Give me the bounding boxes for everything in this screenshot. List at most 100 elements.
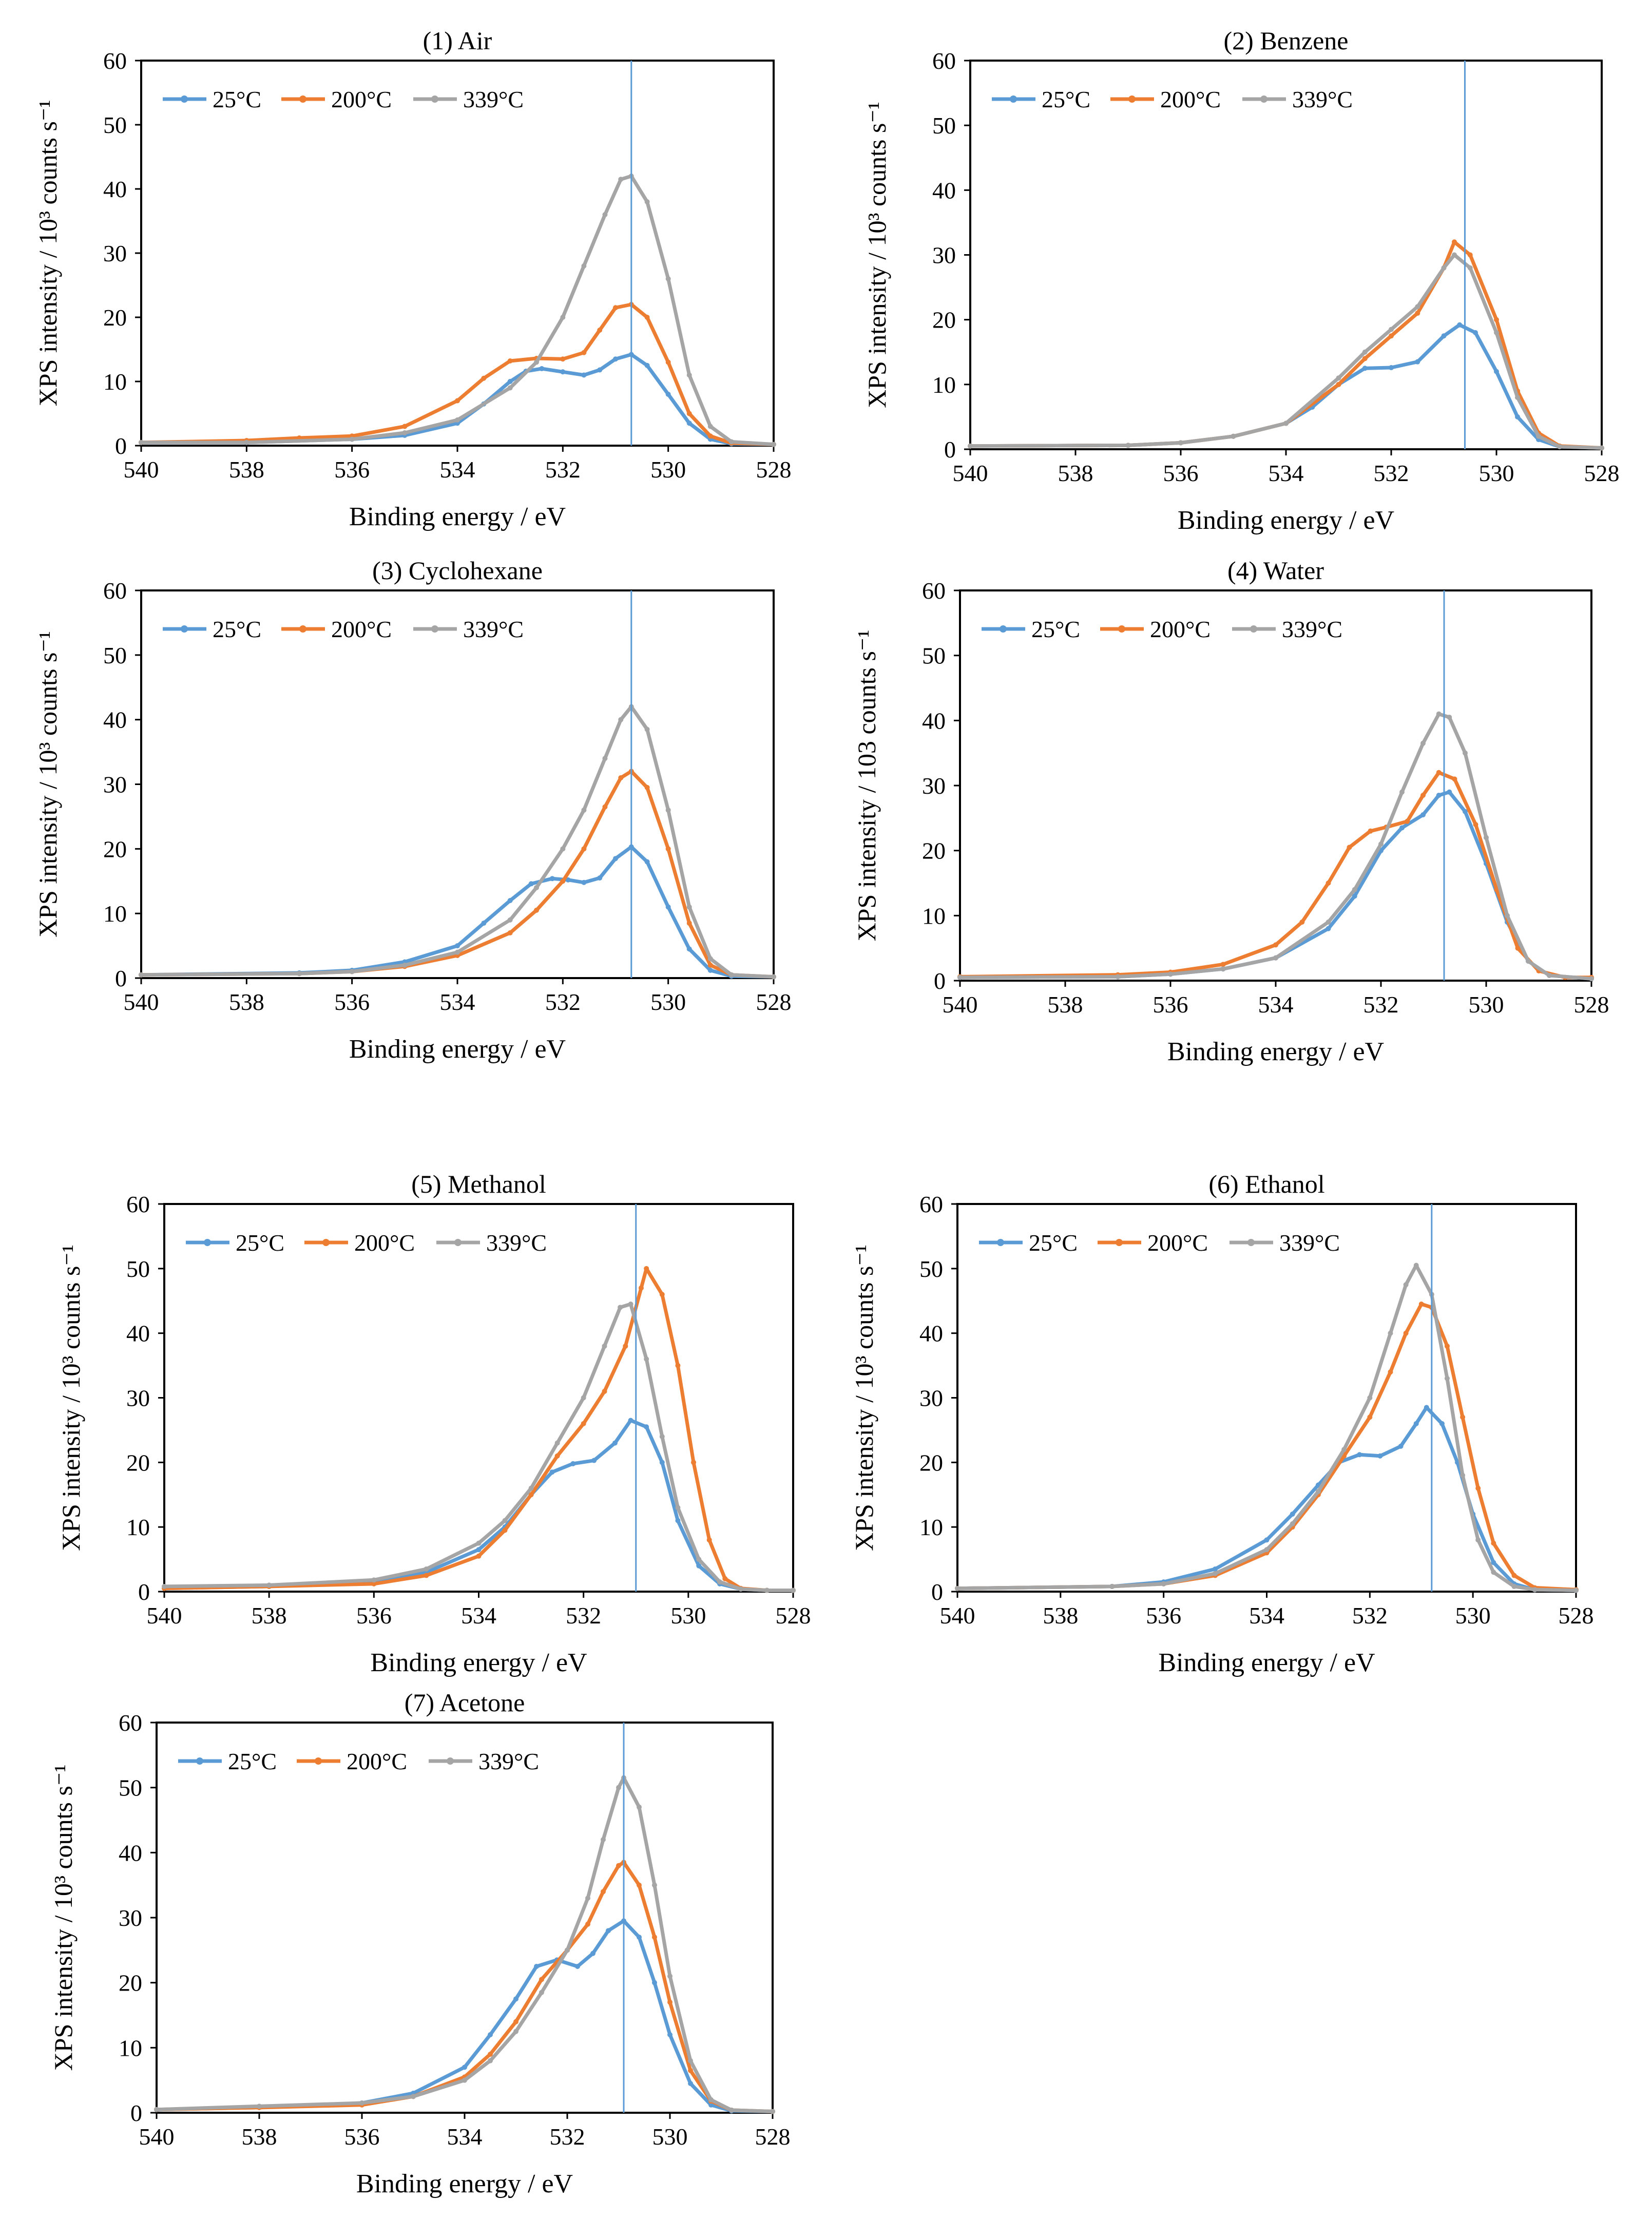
x-tick-label: 540 <box>124 456 159 483</box>
data-point <box>402 430 408 435</box>
data-point <box>1403 1330 1409 1336</box>
y-tick-label: 30 <box>919 1385 943 1411</box>
data-point <box>1491 1570 1496 1575</box>
data-point <box>597 328 603 333</box>
data-point <box>481 375 487 381</box>
x-tick-label: 534 <box>440 456 475 483</box>
data-point <box>717 1579 723 1585</box>
y-tick-label: 50 <box>919 1256 943 1282</box>
data-point <box>371 1577 377 1583</box>
legend-marker <box>181 95 188 103</box>
y-tick-label: 10 <box>932 372 956 398</box>
data-point <box>708 2097 714 2102</box>
data-point <box>1368 828 1373 834</box>
data-point <box>618 775 624 780</box>
x-tick-label: 530 <box>1455 1602 1491 1629</box>
data-point <box>652 1935 657 1940</box>
y-tick-label: 20 <box>126 1449 150 1476</box>
x-tick-label: 536 <box>1153 991 1188 1018</box>
x-tick-label: 536 <box>334 456 370 483</box>
legend-marker <box>299 95 306 103</box>
data-point <box>1220 962 1226 967</box>
data-point <box>770 2109 775 2114</box>
data-point <box>1463 750 1468 756</box>
y-tick-label: 10 <box>119 2035 142 2061</box>
x-tick-label: 530 <box>670 1602 706 1629</box>
y-axis-label: XPS intensity / 103 counts s⁻¹ <box>852 630 881 942</box>
data-point <box>581 350 587 355</box>
data-point <box>628 1302 633 1307</box>
data-point <box>585 1921 590 1927</box>
chart-panel-6: (6) Ethanol 0 10 20 30 40 50 60 540 538 536 534 532 5… <box>850 1170 1594 1677</box>
x-tick-label: 536 <box>1163 460 1199 486</box>
x-tick-label: 538 <box>1058 460 1093 486</box>
x-tick-label: 532 <box>545 989 581 1015</box>
x-tick-label: 530 <box>1469 991 1504 1018</box>
data-point <box>560 878 566 884</box>
x-tick-label: 528 <box>756 456 792 483</box>
data-point <box>602 1388 607 1394</box>
data-point <box>675 1505 681 1511</box>
y-tick-label: 50 <box>119 1775 142 1801</box>
data-point <box>359 2100 364 2106</box>
x-tick-label: 536 <box>356 1602 392 1629</box>
data-point <box>139 439 144 445</box>
legend-label: 339°C <box>486 1230 547 1256</box>
data-point <box>534 885 539 890</box>
x-tick-label: 532 <box>1374 460 1409 486</box>
x-tick-label: 528 <box>1559 1602 1594 1629</box>
data-point <box>618 177 624 182</box>
x-tick-label: 534 <box>461 1602 496 1629</box>
series-line-25c <box>968 323 1604 450</box>
series-line-200c <box>968 240 1604 450</box>
data-point <box>1178 440 1183 446</box>
data-point <box>597 875 603 881</box>
data-point <box>455 398 460 404</box>
x-tick-label: 532 <box>1363 991 1399 1018</box>
data-point <box>613 305 618 311</box>
y-tick-label: 10 <box>103 901 127 927</box>
data-point <box>1573 1588 1579 1593</box>
data-point <box>1362 366 1368 371</box>
data-point <box>455 949 460 955</box>
data-point <box>623 1343 628 1349</box>
data-point <box>675 1363 681 1368</box>
x-tick-label: 530 <box>650 456 686 483</box>
data-point <box>565 1947 570 1953</box>
data-point <box>554 1453 560 1459</box>
y-tick-label: 30 <box>922 773 946 799</box>
data-point <box>560 356 566 362</box>
data-point <box>738 1586 743 1592</box>
data-point <box>602 212 608 217</box>
data-point <box>606 1928 611 1934</box>
data-point <box>244 439 249 445</box>
x-tick-label: 530 <box>652 2124 688 2150</box>
data-point <box>1420 812 1426 817</box>
x-tick-label: 536 <box>334 989 370 1015</box>
legend-label: 200°C <box>1160 86 1221 112</box>
y-tick-label: 0 <box>931 1579 943 1605</box>
data-point <box>955 1585 960 1591</box>
series-line-200c <box>155 1860 775 2113</box>
data-point <box>644 859 650 865</box>
legend-label: 25°C <box>1042 86 1090 112</box>
chart-title: (3) Cyclohexane <box>372 556 543 585</box>
data-point <box>665 392 671 397</box>
data-point <box>644 315 650 320</box>
data-point <box>1341 1447 1347 1452</box>
legend-marker <box>1247 1239 1255 1246</box>
data-point <box>667 2032 673 2037</box>
data-point <box>613 856 618 862</box>
data-point <box>1326 881 1331 886</box>
data-point <box>602 756 608 761</box>
chart-title: (6) Ethanol <box>1208 1170 1324 1198</box>
data-point <box>696 1557 702 1562</box>
data-point <box>644 362 650 368</box>
data-point <box>1447 789 1452 795</box>
y-tick-label: 20 <box>922 838 946 864</box>
y-axis-label: XPS intensity / 10³ counts s⁻¹ <box>33 100 62 407</box>
data-point <box>667 1999 673 2005</box>
data-point <box>581 846 587 852</box>
data-point <box>476 1540 482 1546</box>
data-point <box>1415 304 1420 310</box>
